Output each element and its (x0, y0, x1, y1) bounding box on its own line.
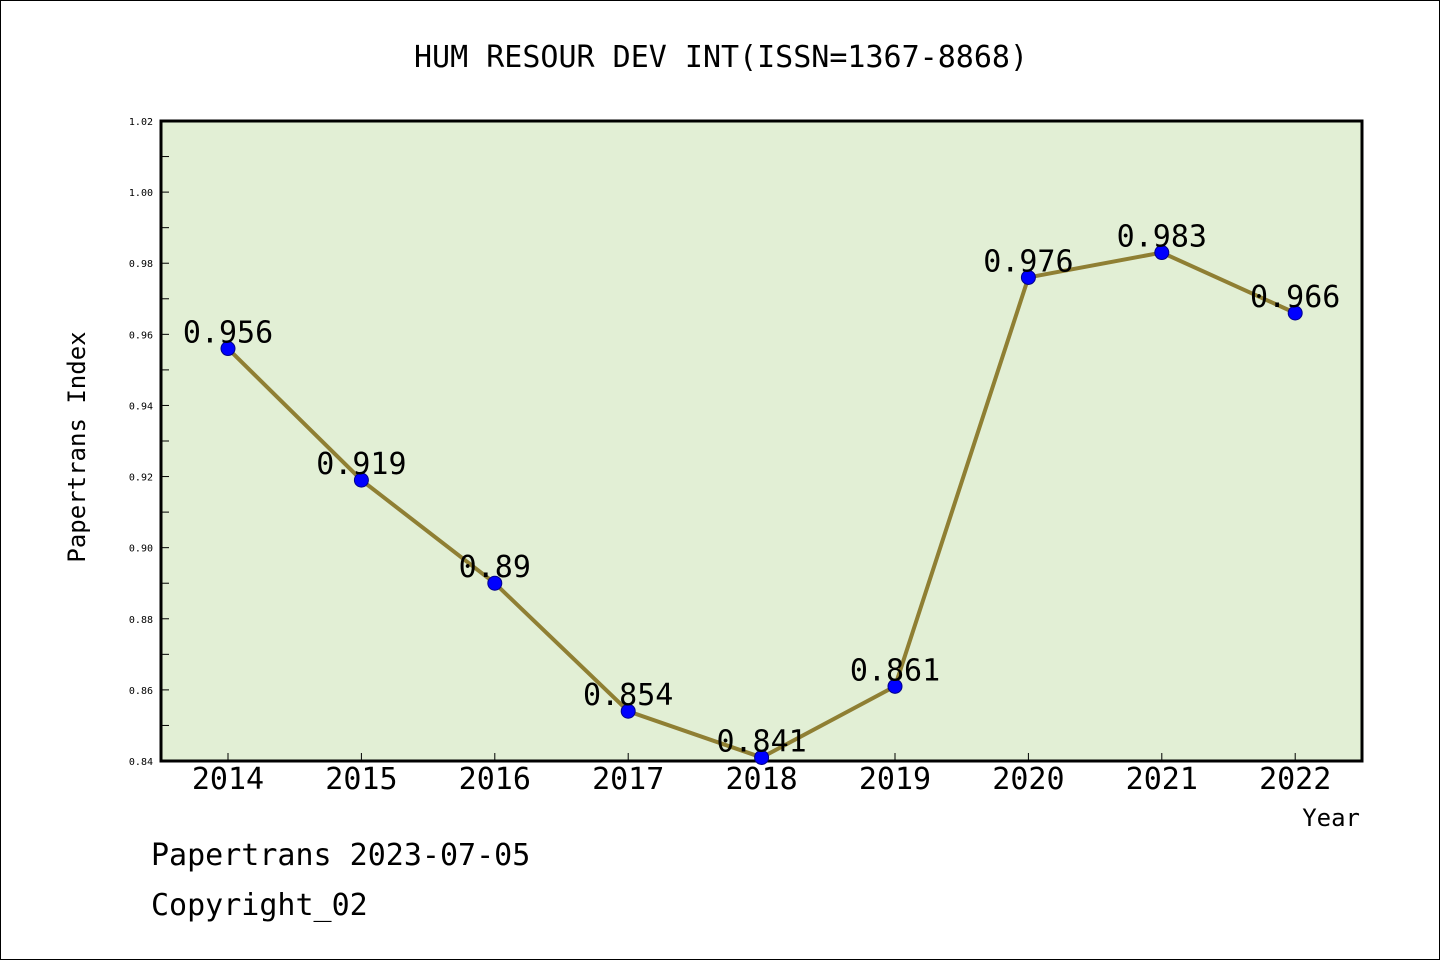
data-points (220, 245, 1303, 765)
data-point (1020, 269, 1036, 285)
data-label: 0.956 (183, 316, 273, 351)
x-tick-label: 2018 (725, 762, 797, 797)
chart-title: HUM RESOUR DEV INT(ISSN=1367-8868) (414, 40, 1028, 75)
x-axis-label: Year (1302, 804, 1360, 832)
y-tick-label: 0.88 (129, 615, 153, 626)
data-point (220, 341, 236, 357)
data-point (487, 575, 503, 591)
data-point (887, 678, 903, 694)
data-label: 0.983 (1117, 220, 1207, 255)
x-tick-label: 2016 (459, 762, 531, 797)
data-point (754, 749, 770, 765)
data-label: 0.89 (459, 550, 531, 585)
y-tick-label: 0.98 (129, 259, 153, 270)
y-tick-label: 1.00 (129, 188, 153, 199)
x-tick-label: 2022 (1259, 762, 1331, 797)
data-label: 0.919 (316, 447, 406, 482)
x-axis: 2014 2015 2016 2017 2018 2019 2020 2021 2022 (192, 753, 1331, 797)
x-tick-label: 2014 (192, 762, 264, 797)
data-label: 0.976 (983, 244, 1073, 279)
data-label: 0.854 (583, 678, 673, 713)
y-tick-label: 0.84 (129, 757, 153, 768)
y-tick-label: 0.94 (129, 401, 153, 412)
data-label: 0.861 (850, 653, 940, 688)
y-tick-label: 0.90 (129, 544, 153, 555)
plot-area (159, 119, 1364, 763)
data-label: 0.841 (716, 724, 806, 759)
data-point (1287, 305, 1303, 321)
footer-date: Papertrans 2023-07-05 (151, 838, 530, 873)
x-tick-label: 2019 (859, 762, 931, 797)
y-tick-label: 0.92 (129, 473, 153, 484)
footer-copyright: Copyright_02 (151, 888, 368, 923)
x-tick-label: 2020 (992, 762, 1064, 797)
x-tick-label: 2017 (592, 762, 664, 797)
y-tick-label: 0.86 (129, 686, 153, 697)
data-point (353, 472, 369, 488)
x-tick-label: 2015 (325, 762, 397, 797)
y-axis: 0.84 0.86 0.88 0.90 0.92 0.94 0.96 0.98 1.00 1.02 (129, 117, 169, 768)
y-tick-label: 1.02 (129, 117, 153, 128)
data-labels: 0.956 0.919 0.89 0.854 0.841 0.861 0.976 0.983 0… (183, 220, 1341, 760)
data-point (1154, 245, 1170, 261)
data-point (620, 703, 636, 719)
y-tick-label: 0.96 (129, 330, 153, 341)
y-axis-label: Papertrans Index (63, 331, 91, 562)
data-label: 0.966 (1250, 280, 1340, 315)
x-tick-label: 2021 (1126, 762, 1198, 797)
